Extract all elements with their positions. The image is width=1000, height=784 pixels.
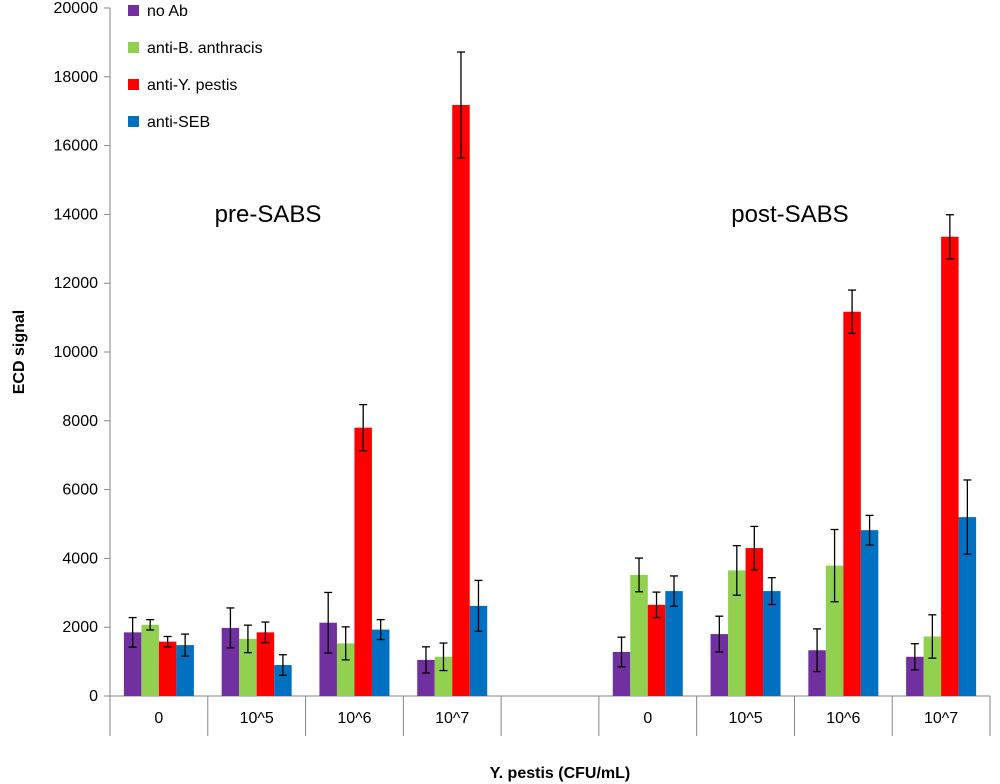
bar — [923, 636, 942, 696]
bar — [958, 517, 977, 696]
bar — [843, 311, 861, 696]
legend-label: anti-Y. pestis — [147, 77, 237, 94]
legend-swatch — [128, 116, 139, 127]
y-tick-label: 2000 — [62, 619, 98, 636]
bar — [745, 548, 764, 696]
bar — [417, 659, 435, 696]
group-annotation: pre-SABS — [215, 201, 322, 228]
bar — [434, 656, 453, 696]
x-tick-label: 0 — [154, 710, 163, 727]
bar — [123, 632, 142, 696]
bar — [763, 591, 781, 696]
y-tick-label: 12000 — [54, 275, 99, 292]
bar — [941, 236, 959, 696]
group-annotation: post-SABS — [731, 201, 848, 228]
bar — [452, 105, 470, 697]
legend: no Ab anti-B. anthracis anti-Y. pestis anti… — [128, 3, 263, 131]
y-tick-label: 18000 — [54, 69, 99, 86]
bar — [710, 634, 729, 696]
y-tick-label: 16000 — [54, 138, 99, 155]
bar — [825, 565, 844, 696]
bar — [371, 629, 390, 696]
x-tick-label: 10^5 — [240, 710, 274, 727]
bar — [158, 641, 177, 696]
y-axis-title: ECD signal — [11, 310, 28, 394]
legend-swatch — [128, 42, 139, 53]
y-tick-label: 14000 — [54, 206, 99, 223]
x-tick-label: 10^7 — [924, 710, 958, 727]
legend-swatch — [128, 5, 139, 16]
legend-label: anti-SEB — [147, 114, 210, 131]
bar — [647, 604, 666, 696]
legend-swatch — [128, 79, 139, 90]
bar — [906, 656, 924, 696]
bar — [176, 645, 194, 696]
x-axis-title: Y. pestis (CFU/mL) — [490, 765, 630, 782]
annotations: pre-SABS post-SABS — [215, 201, 849, 228]
bar — [239, 638, 257, 696]
y-tick-label: 6000 — [62, 482, 98, 499]
legend-label: no Ab — [147, 3, 188, 20]
x-tick-label: 10^6 — [826, 710, 860, 727]
bar — [274, 665, 292, 696]
y-tick-label: 4000 — [62, 550, 98, 567]
bars — [123, 105, 977, 697]
bar — [141, 624, 159, 696]
bar — [860, 530, 879, 696]
y-tick-label: 20000 — [54, 0, 99, 17]
legend-label: anti-B. anthracis — [147, 40, 263, 57]
bar — [665, 591, 683, 696]
bar — [808, 650, 826, 696]
bar — [469, 605, 488, 696]
bar — [630, 574, 648, 696]
bar — [354, 427, 372, 696]
bar — [728, 570, 746, 696]
y-tick-label: 0 — [89, 688, 98, 705]
x-tick-label: 0 — [643, 710, 652, 727]
error-bars — [128, 51, 972, 677]
bar — [221, 627, 240, 696]
bar — [336, 643, 355, 696]
x-tick-label: 10^7 — [435, 710, 469, 727]
tick-labels: 0 2000 4000 6000 8000 10000 12000 14000 16000 180… — [54, 0, 959, 727]
bar — [612, 651, 631, 696]
y-tick-label: 10000 — [54, 344, 99, 361]
bar — [319, 622, 337, 696]
x-tick-label: 10^6 — [337, 710, 371, 727]
x-tick-label: 10^5 — [728, 710, 762, 727]
y-tick-label: 8000 — [62, 413, 98, 430]
bar — [256, 632, 275, 696]
